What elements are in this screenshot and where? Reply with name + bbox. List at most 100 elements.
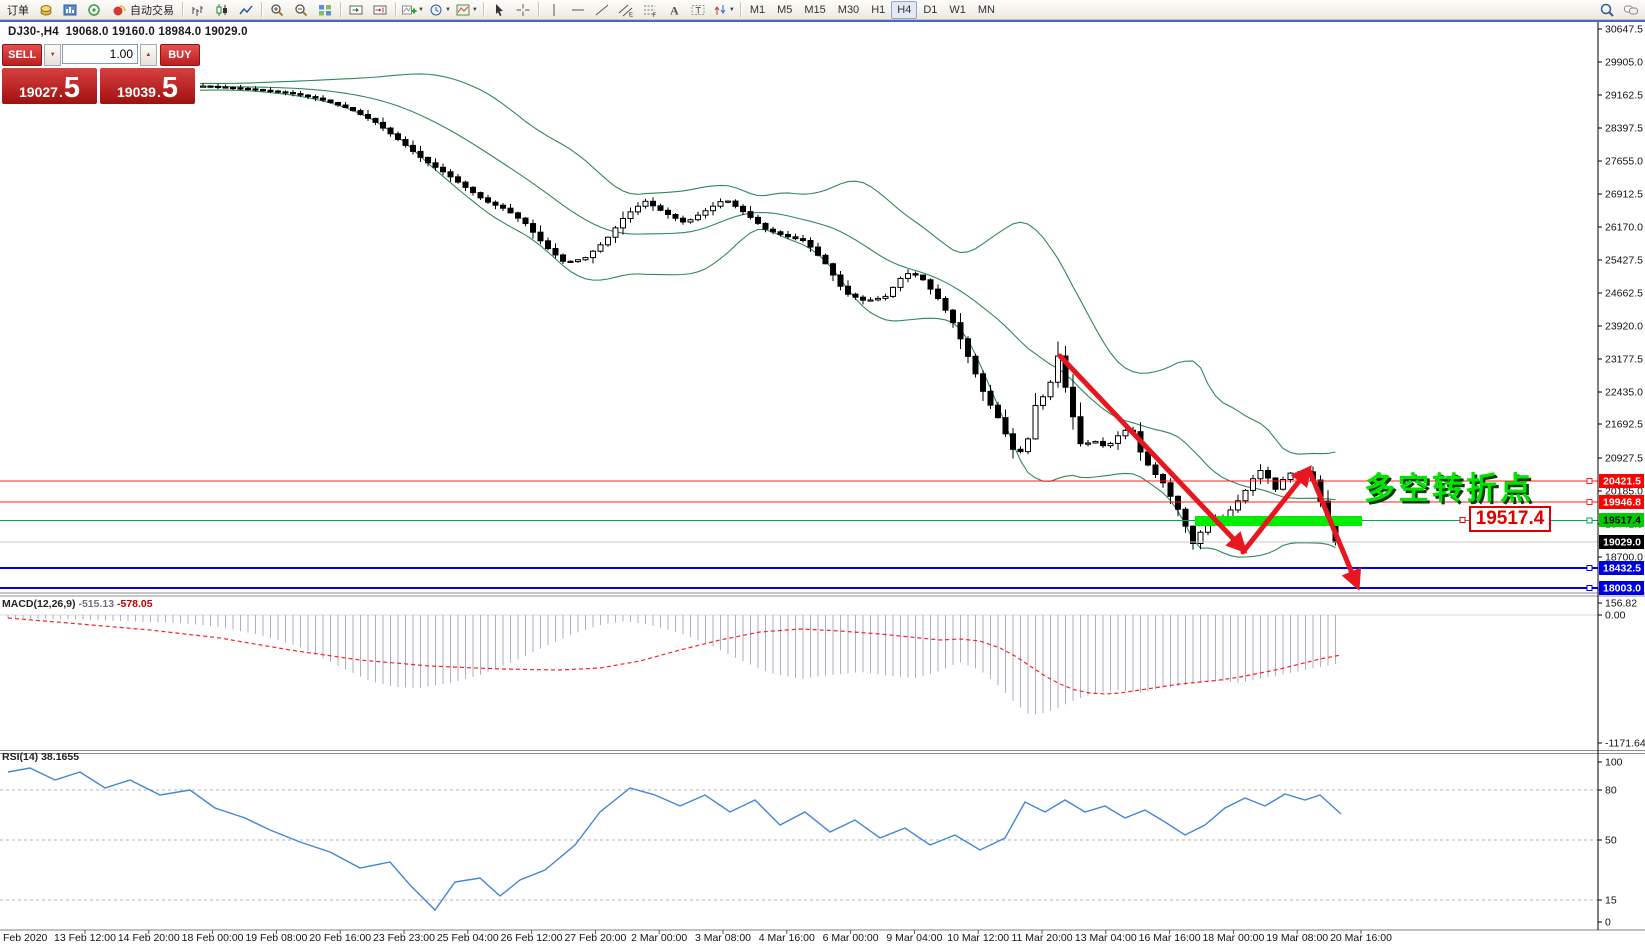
chat-icon[interactable] [1619, 0, 1643, 20]
crosshair-icon[interactable] [511, 0, 535, 20]
timeframe-button-m30[interactable]: M30 [837, 3, 860, 16]
tile-windows-icon[interactable] [313, 0, 337, 20]
timeframe-button-d1[interactable]: D1 [923, 3, 938, 16]
timeframe-button-w1[interactable]: W1 [949, 3, 966, 16]
price-tick-label: 20927.5 [1605, 453, 1643, 465]
signal-icon[interactable] [82, 0, 106, 20]
fibonacci-icon[interactable]: F [638, 0, 662, 20]
time-axis-label: 13 Mar 04:00 [1075, 932, 1137, 944]
order-button-label: 订单 [7, 4, 29, 17]
timeframe-button-m5[interactable]: M5 [777, 3, 793, 16]
dropdown-arrow-icon: ▼ [444, 6, 451, 13]
price-badge [1599, 474, 1644, 488]
price-badge [1599, 581, 1644, 595]
price-tick-label: 30647.5 [1605, 24, 1643, 36]
text-icon[interactable]: A [662, 0, 686, 20]
svg-text:E: E [629, 12, 633, 17]
price-badge [1599, 513, 1644, 527]
price-tick-label: 23920.0 [1605, 321, 1643, 333]
toolbar-separator [537, 2, 539, 17]
time-axis-label: Feb 2020 [3, 932, 48, 944]
rsi-line [7, 767, 1342, 912]
price-badge-label: 18432.5 [1603, 563, 1641, 575]
price-tick-label: 26170.0 [1605, 222, 1643, 234]
channel-icon[interactable]: E [614, 0, 638, 20]
time-axis-label: 26 Feb 12:00 [501, 932, 563, 944]
buy-price-button[interactable]: 19039. 5 [100, 68, 195, 104]
time-axis-label: 2 Mar 00:00 [631, 932, 687, 944]
dropdown-arrow-icon: ▼ [728, 6, 735, 13]
volume-decrease-button[interactable]: ▼ [44, 44, 61, 66]
autotrade-button[interactable]: 自动交易 [106, 0, 179, 20]
zoom-in-icon[interactable] [265, 0, 289, 20]
time-axis-label: 18 Mar 00:00 [1202, 932, 1264, 944]
rsi-scale-label: 50 [1605, 835, 1617, 847]
svg-text:F: F [652, 12, 656, 16]
search-icon[interactable] [1595, 0, 1619, 20]
price-tick-label: 25427.5 [1605, 255, 1643, 267]
vline-icon[interactable] [542, 0, 566, 20]
label-icon[interactable]: T [686, 0, 710, 20]
zoom-out-icon[interactable] [289, 0, 313, 20]
rsi-label: RSI(14) 38.1655 [2, 751, 79, 763]
price-tick-label: 21692.5 [1605, 419, 1643, 431]
chart-shift-icon[interactable] [368, 0, 392, 20]
price-tick-label: 24662.5 [1605, 288, 1643, 300]
sell-button[interactable]: SELL [2, 44, 43, 66]
time-axis-label: 19 Feb 08:00 [245, 932, 307, 944]
rsi-panel[interactable]: RSI(14) 38.1655 [0, 751, 1598, 912]
turning-point-annotation: 多空转折点 [1364, 471, 1534, 506]
candlesticks [5, 83, 1339, 550]
time-axis-label: 23 Feb 23:00 [373, 932, 435, 944]
level-anchor [1586, 585, 1593, 591]
volume-increase-button[interactable]: ▲ [140, 44, 157, 66]
periods-icon[interactable]: ▼ [426, 0, 453, 20]
price-level-lines[interactable] [0, 478, 1598, 591]
price-badge-label: 19517.4 [1603, 515, 1641, 527]
timeframe-button-h1[interactable]: H1 [871, 3, 886, 16]
price-badge [1599, 561, 1644, 575]
price-tick-label: 18700.0 [1605, 552, 1643, 564]
sell-price-button[interactable]: 19027. 5 [2, 68, 97, 104]
price-badge-label: 19946.8 [1603, 497, 1641, 509]
symbol-ohlc: 19068.0 19160.0 18984.0 19029.0 [65, 26, 248, 38]
sell-price-dot: . [58, 84, 63, 100]
price-tick-label: 26912.5 [1605, 189, 1643, 201]
toolbar-separator [340, 2, 341, 17]
time-axis-label: 10 Mar 12:00 [947, 932, 1009, 944]
indicators-icon[interactable]: ▼ [399, 0, 426, 20]
candle-chart-icon[interactable] [210, 0, 234, 20]
macd-scale-label: -1171.64 [1605, 738, 1645, 750]
volume-input[interactable] [62, 44, 138, 64]
level-anchor [1586, 499, 1593, 505]
new-order-icon[interactable] [34, 0, 58, 20]
order-button[interactable]: 订单 [2, 0, 34, 20]
trendline-icon[interactable] [590, 0, 614, 20]
cursor-icon[interactable] [487, 0, 511, 20]
price-badge-label: 19029.0 [1603, 537, 1641, 549]
time-axis-label: 19 Mar 08:00 [1266, 932, 1328, 944]
line-chart-icon[interactable] [234, 0, 258, 20]
macd-panel[interactable]: MACD(12,26,9) -515.13 -578.05 [0, 598, 1598, 715]
bar-chart-icon[interactable] [186, 0, 210, 20]
price-axis[interactable]: 30647.5 29905.0 29162.5 28397.5 27655.0 26912… [1597, 22, 1645, 930]
timeframe-button-mn[interactable]: MN [977, 3, 995, 16]
trend-zigzag-arrows [1057, 353, 1362, 591]
level-anchor [1586, 517, 1593, 524]
timeframe-button-h4[interactable]: H4 [891, 0, 918, 19]
trade-prices-row: 19027. 5 19039. 5 [2, 68, 200, 104]
one-click-trading-panel: SELL ▼ ▲ BUY 19027.5 19039.5 [2, 44, 200, 106]
price-tick-label: 20185.0 [1605, 486, 1643, 498]
buy-button[interactable]: BUY [159, 44, 200, 66]
charts-icon[interactable] [58, 0, 82, 20]
time-axis-label: 6 Mar 00:00 [823, 932, 879, 944]
arrows-icon[interactable]: ▼ [710, 0, 737, 20]
timeframe-button-m1[interactable]: M1 [749, 3, 766, 16]
auto-scroll-icon[interactable] [344, 0, 368, 20]
macd-label: MACD(12,26,9) -515.13 -578.05 [2, 598, 153, 610]
templates-icon[interactable]: ▼ [453, 0, 480, 20]
timeframe-button-m15[interactable]: M15 [804, 3, 826, 16]
hline-icon[interactable] [566, 0, 590, 20]
time-axis[interactable]: Feb 2020 13 Feb 12:00 14 Feb 20:00 18 Feb 0… [3, 930, 1392, 944]
